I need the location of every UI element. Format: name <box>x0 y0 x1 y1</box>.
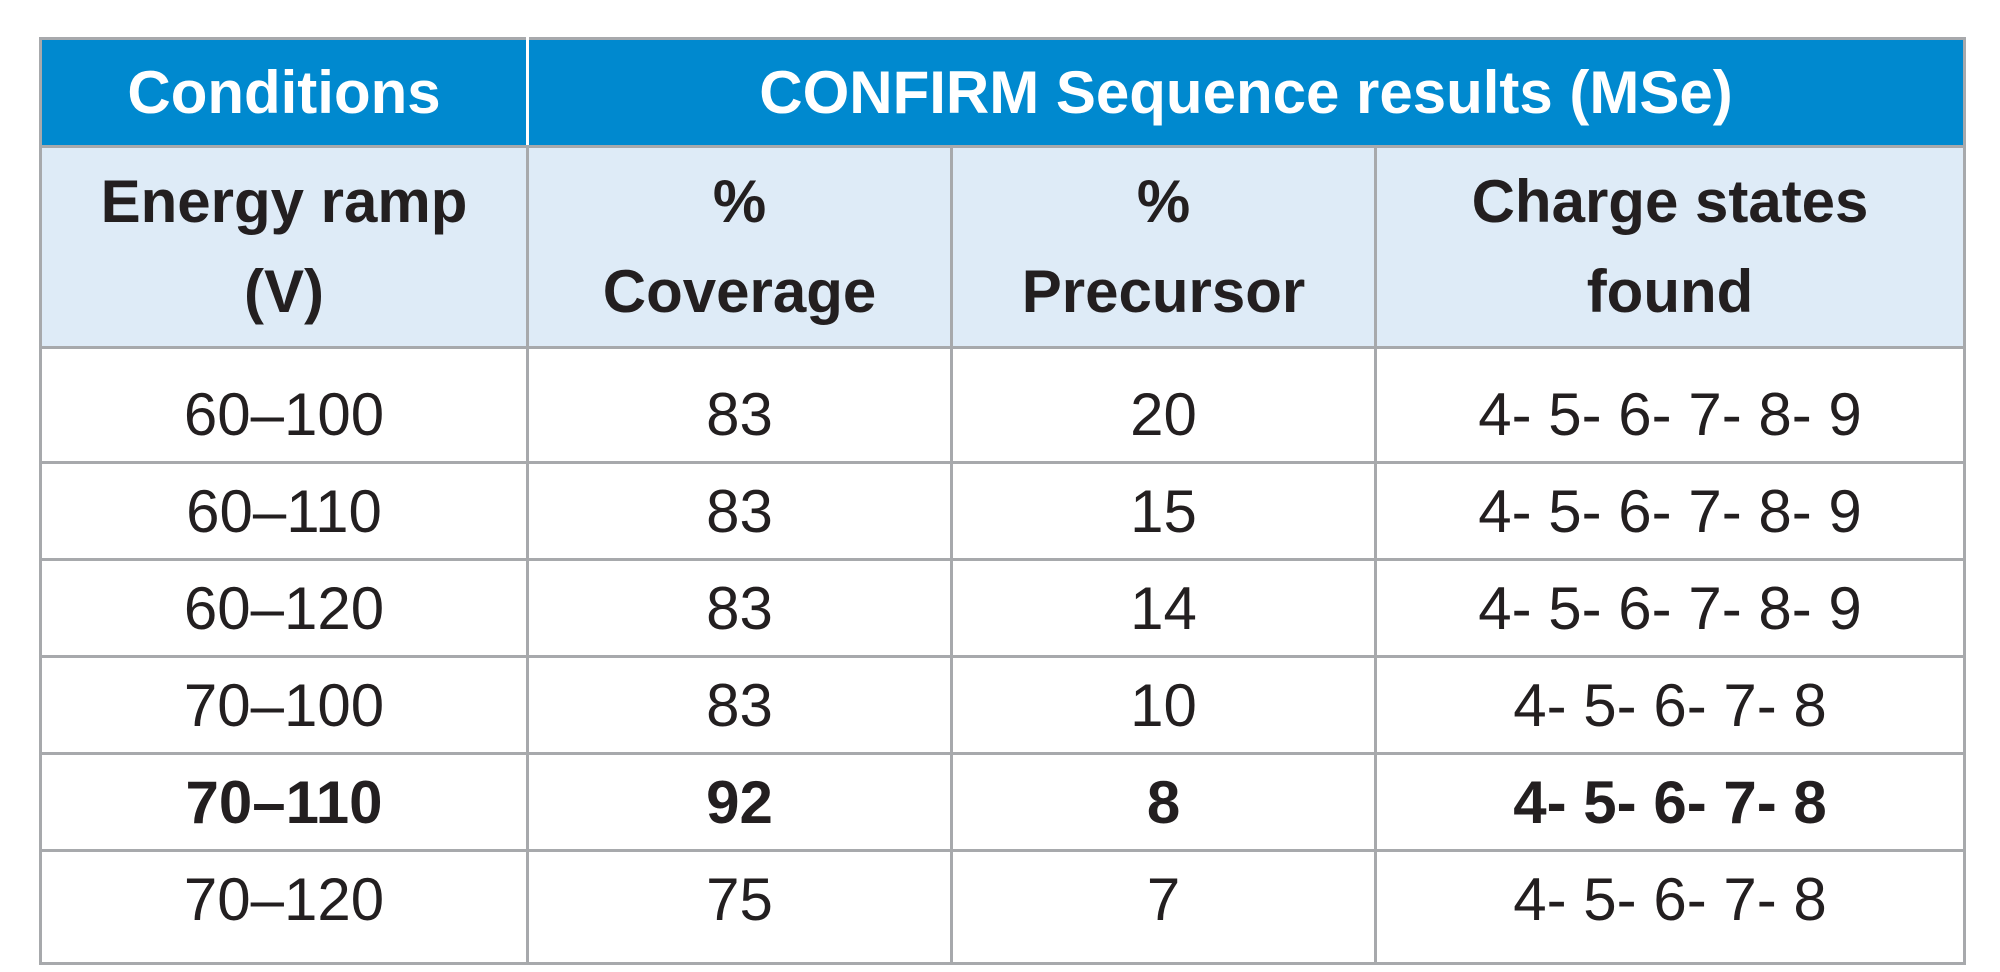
energy-ramp-header-line1: Energy ramp <box>100 168 468 235</box>
coverage-header-line2: Coverage <box>602 258 877 325</box>
results-table-container: Conditions CONFIRM Sequence results (MSe… <box>39 37 1967 965</box>
charge-states-cell: 4- 5- 6- 7- 8- 9 <box>1373 461 1967 561</box>
charge-states-cell: 4- 5- 6- 7- 8- 9 <box>1373 558 1967 658</box>
coverage-cell: 75 <box>526 849 953 965</box>
charge-states-cell: 4- 5- 6- 7- 8 <box>1373 849 1967 965</box>
table-row-highlighted: 70–110 92 8 4- 5- 6- 7- 8 <box>39 752 1967 852</box>
coverage-cell: 83 <box>526 655 953 755</box>
table-row: 70–100 83 10 4- 5- 6- 7- 8 <box>39 655 1967 755</box>
conditions-header: Conditions <box>39 37 529 148</box>
precursor-cell: 15 <box>950 461 1377 561</box>
energy-ramp-cell: 70–100 <box>39 655 529 755</box>
energy-ramp-header: Energy ramp (V) <box>39 145 529 349</box>
energy-ramp-cell: 70–120 <box>39 849 529 965</box>
charge-states-cell: 4- 5- 6- 7- 8- 9 <box>1373 346 1967 464</box>
precursor-header-line1: % <box>1136 168 1191 235</box>
energy-ramp-cell: 60–120 <box>39 558 529 658</box>
precursor-cell: 8 <box>950 752 1377 852</box>
energy-ramp-header-line2: (V) <box>244 258 324 325</box>
confirm-results-header: CONFIRM Sequence results (MSe) <box>525 37 1967 148</box>
table-row: 60–110 83 15 4- 5- 6- 7- 8- 9 <box>39 461 1967 561</box>
charge-states-cell: 4- 5- 6- 7- 8 <box>1373 655 1967 755</box>
coverage-cell: 92 <box>526 752 953 852</box>
charge-states-cell: 4- 5- 6- 7- 8 <box>1373 752 1967 852</box>
precursor-header: % Precursor <box>950 145 1377 349</box>
coverage-cell: 83 <box>526 461 953 561</box>
energy-ramp-cell: 70–110 <box>39 752 529 852</box>
coverage-header-line1: % <box>712 168 767 235</box>
precursor-cell: 7 <box>950 849 1377 965</box>
table-row: 70–120 75 7 4- 5- 6- 7- 8 <box>39 849 1967 965</box>
precursor-header-line2: Precursor <box>1021 258 1306 325</box>
column-header-row: Energy ramp (V) % Coverage % Precursor C… <box>39 145 1967 349</box>
coverage-header: % Coverage <box>526 145 953 349</box>
precursor-cell: 20 <box>950 346 1377 464</box>
charge-states-header-line1: Charge states <box>1471 168 1869 235</box>
precursor-cell: 10 <box>950 655 1377 755</box>
results-table: Conditions CONFIRM Sequence results (MSe… <box>39 37 1967 965</box>
table-row: 60–120 83 14 4- 5- 6- 7- 8- 9 <box>39 558 1967 658</box>
energy-ramp-cell: 60–100 <box>39 346 529 464</box>
coverage-cell: 83 <box>526 558 953 658</box>
energy-ramp-cell: 60–110 <box>39 461 529 561</box>
charge-states-header: Charge states found <box>1373 145 1967 349</box>
coverage-cell: 83 <box>526 346 953 464</box>
group-header-row: Conditions CONFIRM Sequence results (MSe… <box>39 37 1967 148</box>
charge-states-header-line2: found <box>1586 258 1754 325</box>
precursor-cell: 14 <box>950 558 1377 658</box>
table-row: 60–100 83 20 4- 5- 6- 7- 8- 9 <box>39 346 1967 464</box>
